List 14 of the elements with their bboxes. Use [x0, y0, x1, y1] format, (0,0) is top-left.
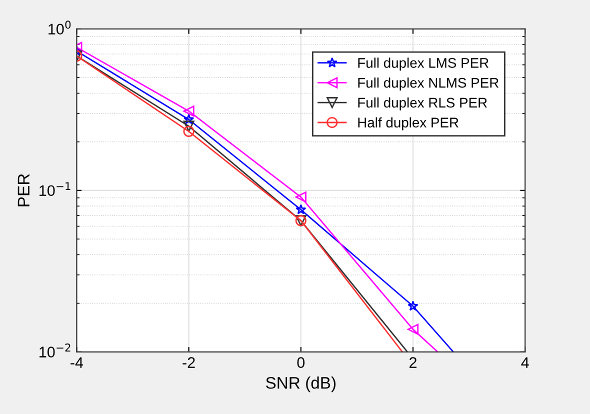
legend-label: Full duplex LMS PER	[358, 58, 488, 71]
x-tick-label: 2	[410, 357, 416, 368]
x-tick-label: 4	[521, 357, 529, 368]
y-tick-label: 10$^{0}$	[48, 20, 71, 35]
x-tick-label: -4	[70, 357, 84, 368]
x-tick-label: 0	[297, 357, 305, 368]
legend-label: Full duplex NLMS PER	[358, 78, 499, 90]
y-axis-title: PER	[18, 174, 30, 206]
x-tick-label: -2	[182, 357, 195, 368]
x-axis-title: SNR (dB)	[266, 376, 336, 392]
legend-label: Half duplex PER	[358, 117, 458, 130]
legend-label: Full duplex RLS PER	[358, 97, 487, 110]
y-tick-label: 10$^{−1}$	[40, 182, 70, 196]
y-tick-label: 10$^{−2}$	[40, 344, 70, 358]
